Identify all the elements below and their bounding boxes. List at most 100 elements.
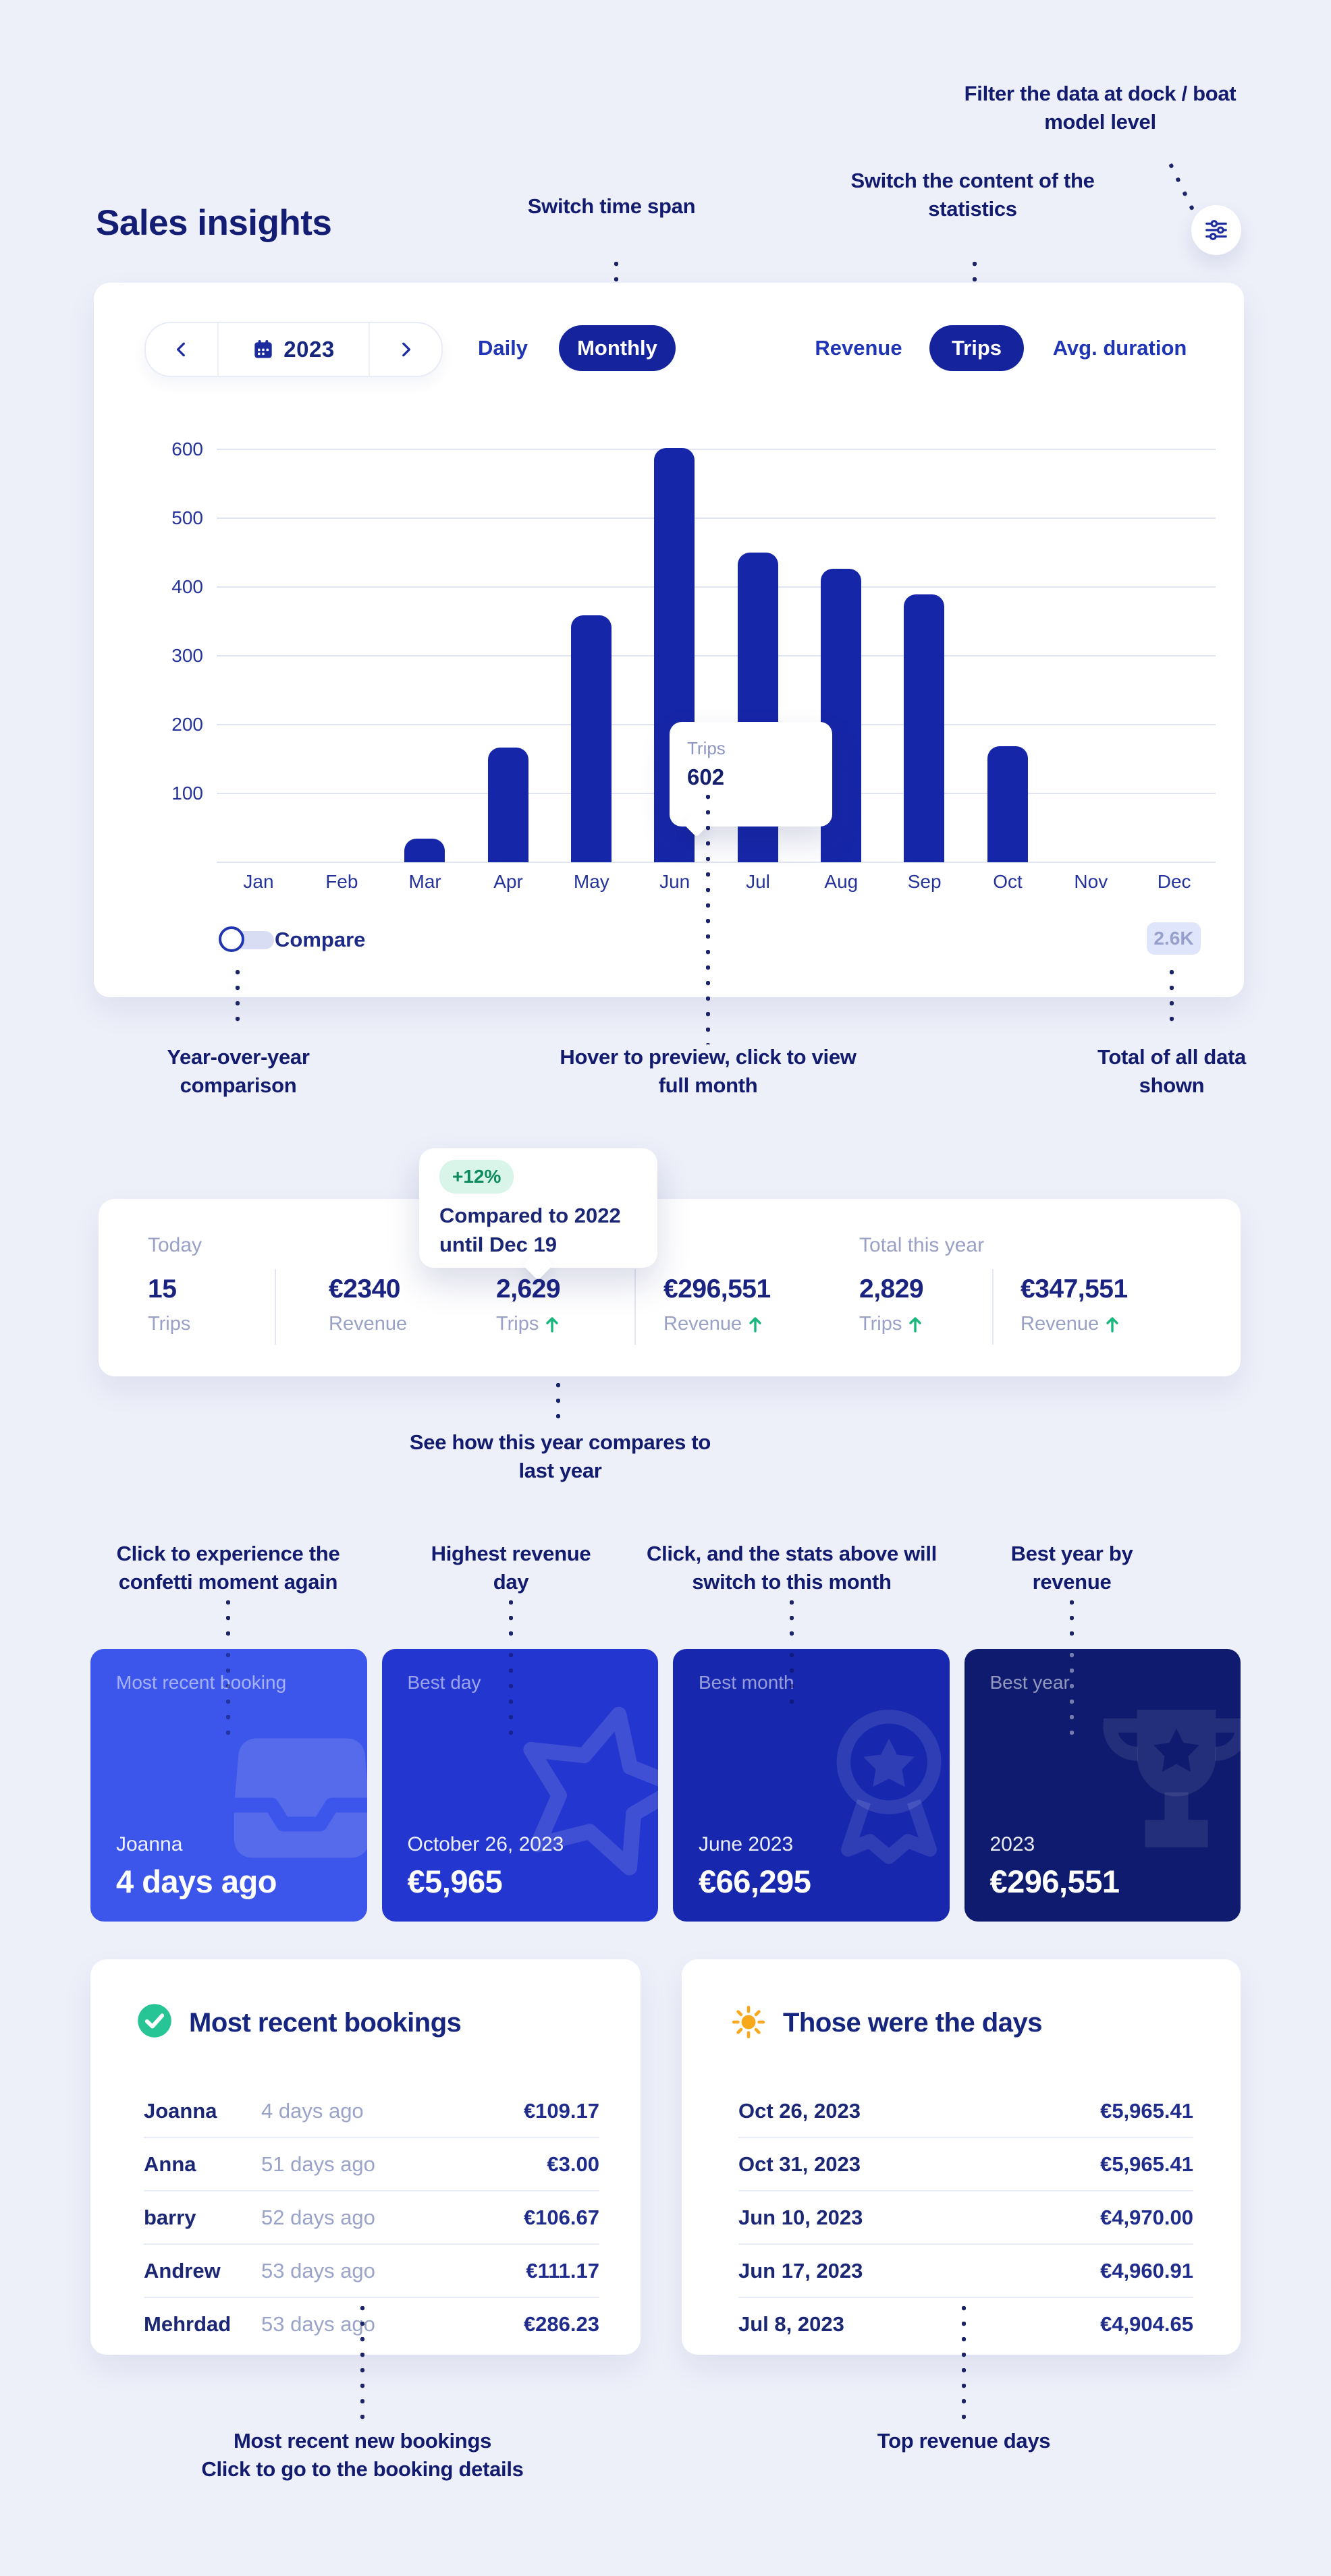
- booking-row[interactable]: Andrew 53 days ago €111.17: [144, 2243, 599, 2297]
- up-arrow-icon: [909, 1316, 922, 1333]
- annotation-compare-year: See how this year compares to last year: [409, 1430, 711, 1482]
- card-label: Best month: [699, 1672, 794, 1693]
- card-best-day[interactable]: Best day October 26, 2023 €5,965: [381, 1649, 658, 1922]
- annotation-hover: Hover to preview, click to view full mon…: [560, 1045, 857, 1097]
- card-line1: June 2023: [699, 1833, 794, 1855]
- y-axis-label-600: 600: [171, 439, 203, 459]
- booking-when: 51 days ago: [261, 2152, 375, 2176]
- year-display[interactable]: 2023: [217, 323, 370, 376]
- stats-today-label: Today: [148, 1234, 202, 1256]
- x-axis-label-aug: Aug: [824, 871, 859, 892]
- check-circle-icon: [138, 2004, 171, 2038]
- bookings-list: Joanna 4 days ago €109.17 Anna 51 days a…: [144, 2085, 599, 2350]
- booking-name: barry: [144, 2205, 196, 2229]
- tab-revenue[interactable]: Revenue: [815, 336, 902, 360]
- up-arrow-icon: [1106, 1316, 1118, 1333]
- day-date: Jul 8, 2023: [738, 2312, 844, 2336]
- leader-card-4-inner: [1070, 1653, 1074, 1744]
- bar-sep[interactable]: [904, 594, 945, 862]
- tab-avg-duration[interactable]: Avg. duration: [1052, 336, 1187, 360]
- stat-label: Revenue: [663, 1313, 742, 1335]
- gridline-400: [217, 586, 1216, 588]
- stat-ytd-revenue: €296,551 Revenue: [663, 1275, 771, 1335]
- booking-amount: €286.23: [523, 2312, 599, 2336]
- highlight-cards-row: Most recent booking Joanna 4 days ago Be…: [90, 1649, 1241, 1922]
- day-date: Oct 31, 2023: [738, 2152, 861, 2176]
- top-day-row[interactable]: Jul 8, 2023 €4,904.65: [738, 2297, 1193, 2350]
- tab-monthly[interactable]: Monthly: [559, 325, 676, 371]
- day-date: Jun 17, 2023: [738, 2258, 863, 2283]
- day-date: Jun 10, 2023: [738, 2205, 863, 2229]
- tab-daily[interactable]: Daily: [477, 336, 528, 360]
- annotation-recent-bookings: Most recent new bookings Click to go to …: [167, 2427, 558, 2484]
- gridline-600: [217, 449, 1216, 450]
- booking-name: Joanna: [144, 2098, 217, 2123]
- next-year-button[interactable]: [370, 323, 441, 376]
- booking-row[interactable]: Mehrdad 53 days ago €286.23: [144, 2297, 599, 2350]
- top-day-row[interactable]: Oct 26, 2023 €5,965.41: [738, 2085, 1193, 2137]
- booking-row[interactable]: barry 52 days ago €106.67: [144, 2190, 599, 2243]
- leader-card-1-inner: [226, 1653, 230, 1744]
- booking-amount: €109.17: [523, 2098, 599, 2123]
- bar-oct[interactable]: [987, 746, 1028, 862]
- stats-divider: [992, 1269, 994, 1345]
- leader-top-days: [962, 2306, 966, 2419]
- bar-may[interactable]: [571, 615, 612, 862]
- booking-when: 53 days ago: [261, 2312, 375, 2336]
- stats-divider: [275, 1269, 276, 1345]
- leader-recent-bookings: [360, 2306, 364, 2419]
- chart-plot: 100 200 300 400 500 600 Jan Feb Mar Apr May Jun Jul A…: [171, 404, 1216, 892]
- recent-bookings-card: Most recent bookings Joanna 4 days ago €…: [90, 1959, 641, 2355]
- up-arrow-icon: [749, 1316, 761, 1333]
- stats-total-label: Total this year: [859, 1234, 985, 1256]
- stat-today-trips: 15 Trips: [148, 1275, 190, 1335]
- booking-row[interactable]: Anna 51 days ago €3.00: [144, 2137, 599, 2190]
- leader-card-1: [226, 1600, 230, 1646]
- x-axis-label-oct: Oct: [993, 871, 1023, 892]
- previous-year-button[interactable]: [146, 323, 217, 376]
- filter-button[interactable]: [1191, 205, 1241, 255]
- bar-apr[interactable]: [487, 748, 528, 862]
- stat-value: 15: [148, 1275, 177, 1304]
- y-axis-label-400: 400: [171, 576, 203, 597]
- top-day-row[interactable]: Jun 10, 2023 €4,970.00: [738, 2190, 1193, 2243]
- year-value: 2023: [283, 337, 335, 362]
- booking-row[interactable]: Joanna 4 days ago €109.17: [144, 2085, 599, 2137]
- top-day-row[interactable]: Jun 17, 2023 €4,960.91: [738, 2243, 1193, 2297]
- day-amount: €5,965.41: [1100, 2152, 1193, 2176]
- stat-ytd-trips: 2,629 Trips: [496, 1275, 561, 1335]
- annotation-best-year: Best year by revenue: [1010, 1542, 1133, 1594]
- annotation-confetti: Click to experience the confetti moment …: [116, 1542, 340, 1594]
- x-axis-label-jun: Jun: [659, 871, 690, 892]
- bookings-title: Most recent bookings: [189, 2008, 462, 2038]
- sliders-icon: [1205, 220, 1227, 240]
- tooltip-value: 602: [687, 764, 725, 789]
- tab-trips[interactable]: Trips: [929, 325, 1024, 371]
- card-best-month[interactable]: Best month June 2023 €66,295: [673, 1649, 950, 1922]
- stat-value: €296,551: [663, 1275, 771, 1304]
- y-axis-label-300: 300: [171, 645, 203, 666]
- comparison-tooltip: +12% Compared to 2022 until Dec 19: [419, 1148, 657, 1281]
- calendar-icon: [254, 340, 272, 358]
- annotation-line: Most recent new bookings: [233, 2429, 492, 2453]
- gridline-300: [217, 655, 1216, 656]
- x-axis-label-jan: Jan: [243, 871, 274, 892]
- top-day-row[interactable]: Oct 31, 2023 €5,965.41: [738, 2137, 1193, 2190]
- card-line2: €296,551: [989, 1864, 1120, 1899]
- sun-icon: [732, 2005, 765, 2039]
- booking-name: Mehrdad: [144, 2312, 232, 2336]
- x-axis-label-nov: Nov: [1074, 871, 1108, 892]
- card-line2: €66,295: [699, 1864, 811, 1899]
- card-best-year[interactable]: Best year 2023 €296,551: [964, 1649, 1241, 1922]
- day-amount: €4,960.91: [1100, 2258, 1193, 2283]
- day-date: Oct 26, 2023: [738, 2098, 861, 2123]
- compare-toggle[interactable]: [219, 926, 244, 952]
- day-amount: €5,965.41: [1100, 2098, 1193, 2123]
- annotation-statistics-content: Switch the content of the statistics: [850, 169, 1095, 221]
- x-axis-label-sep: Sep: [907, 871, 942, 892]
- bar-mar[interactable]: [404, 839, 445, 862]
- chart-tooltip: Trips 602: [670, 722, 832, 837]
- stat-year-trips: 2,829 Trips: [859, 1275, 924, 1335]
- leader-card-3: [790, 1600, 794, 1646]
